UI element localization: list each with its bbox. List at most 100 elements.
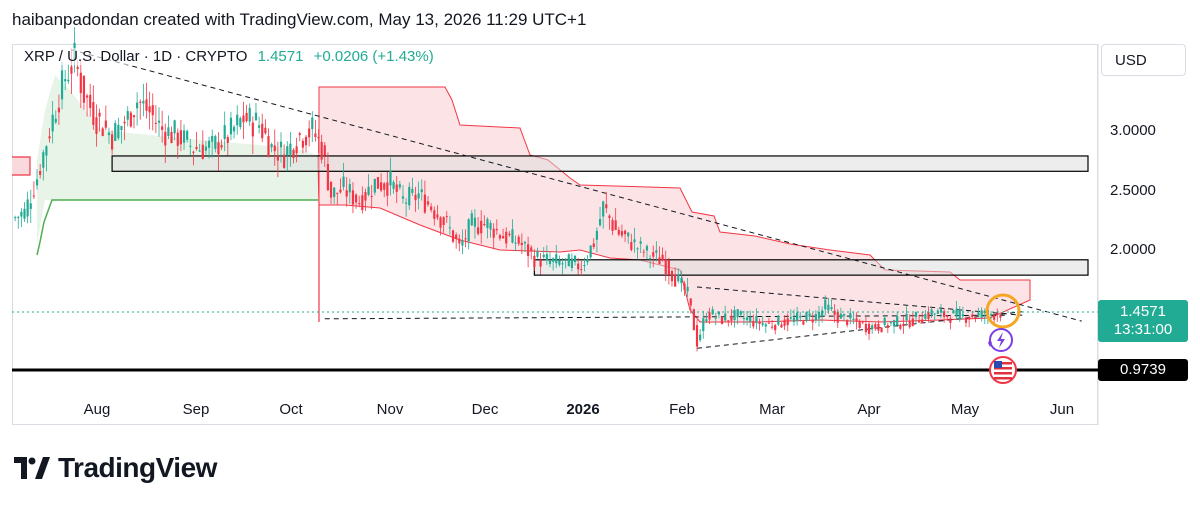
candle-body — [179, 130, 183, 145]
flash-icon[interactable] — [988, 328, 1013, 352]
candle-body — [345, 190, 348, 197]
candle-body — [683, 283, 686, 291]
candle-body — [639, 241, 642, 244]
candle-body — [670, 270, 674, 282]
candle-body — [714, 317, 717, 319]
candle-body — [379, 182, 383, 191]
candle-body — [29, 203, 32, 209]
candle-body — [251, 122, 254, 137]
candle-body — [996, 313, 999, 315]
candle-body — [633, 239, 636, 243]
candle-body — [911, 318, 914, 326]
candle-body — [558, 260, 561, 265]
candle-body — [736, 309, 739, 318]
candle-body — [336, 192, 339, 194]
candle-body — [658, 257, 661, 265]
candle-body — [833, 310, 836, 315]
candle-body — [849, 313, 852, 319]
candle-body — [139, 101, 142, 103]
y-tick-label: 2.0000 — [1110, 241, 1156, 258]
candle-body — [286, 146, 289, 156]
candle-body — [351, 190, 355, 205]
candle-body — [123, 121, 126, 124]
candle-body — [983, 315, 986, 317]
candle-body — [420, 189, 423, 193]
candle-body — [214, 136, 217, 149]
trendline-2 — [324, 314, 1007, 320]
candle-body — [905, 313, 908, 321]
candle-body — [974, 317, 977, 319]
candle-body — [548, 260, 552, 265]
candle-body — [505, 231, 508, 244]
candle-body — [392, 182, 395, 189]
candle-body — [226, 137, 229, 143]
candle-body — [430, 206, 433, 211]
candle-body — [473, 217, 477, 227]
candle-body — [39, 171, 42, 175]
candle-body — [605, 204, 608, 209]
candle-body — [48, 136, 51, 139]
candle-body — [752, 320, 755, 327]
candle-body — [486, 218, 489, 228]
y-tick-label: 3.0000 — [1110, 122, 1156, 139]
candle-body — [161, 126, 164, 130]
candle-body — [514, 242, 517, 244]
candle-body — [411, 188, 414, 193]
candle-body — [917, 320, 921, 323]
candle-body — [398, 184, 401, 188]
candle-body — [921, 319, 924, 324]
candle-body — [705, 319, 708, 322]
candle-body — [871, 325, 874, 330]
candle-body — [667, 260, 670, 275]
candle-body — [943, 311, 946, 317]
x-tick-label: Apr — [857, 401, 880, 418]
currency-button[interactable]: USD — [1101, 44, 1186, 76]
candle-body — [614, 220, 617, 230]
candle-body — [467, 219, 470, 242]
candle-body — [805, 312, 808, 321]
candle-body — [20, 211, 23, 217]
x-tick-label: Mar — [759, 401, 785, 418]
x-tick-label: Sep — [183, 401, 210, 418]
candle-body — [742, 318, 746, 320]
candle-body — [157, 120, 161, 123]
candle-body — [789, 317, 792, 319]
candle-body — [386, 182, 389, 196]
candle-body — [423, 194, 426, 213]
candle-body — [580, 269, 583, 271]
candle-body — [110, 134, 114, 150]
candle-body — [846, 320, 849, 325]
candle-body — [874, 323, 877, 329]
symbol-legend[interactable]: XRP / U.S. Dollar · 1D · CRYPTO 1.4571 +… — [24, 48, 434, 65]
candle-body — [570, 258, 573, 268]
candle-body — [902, 323, 905, 327]
us-flag-icon[interactable] — [989, 356, 1017, 384]
candle-body — [498, 235, 502, 239]
candle-body — [304, 136, 308, 146]
candle-body — [489, 222, 492, 230]
candle-body — [764, 324, 767, 327]
candle-body — [501, 236, 505, 239]
x-tick-label: Feb — [669, 401, 695, 418]
candle-body — [993, 315, 996, 320]
candle-body — [761, 323, 764, 325]
candle-body — [617, 229, 620, 235]
candle-body — [383, 183, 386, 190]
candle-body — [470, 213, 473, 226]
earnings-marker-orange[interactable] — [985, 293, 1021, 329]
candle-body — [592, 243, 595, 248]
candle-body — [814, 313, 817, 321]
candle-body — [204, 146, 208, 151]
candle-body — [64, 79, 67, 82]
candle-body — [586, 259, 589, 263]
candle-body — [51, 114, 54, 132]
candle-body — [842, 313, 846, 316]
candle-body — [289, 143, 292, 155]
candle-body — [451, 230, 455, 242]
candle-body — [867, 323, 871, 334]
tradingview-logo[interactable]: TradingView — [14, 452, 217, 484]
candle-body — [914, 311, 918, 318]
candle-body — [645, 246, 649, 251]
candle-body — [933, 313, 936, 315]
